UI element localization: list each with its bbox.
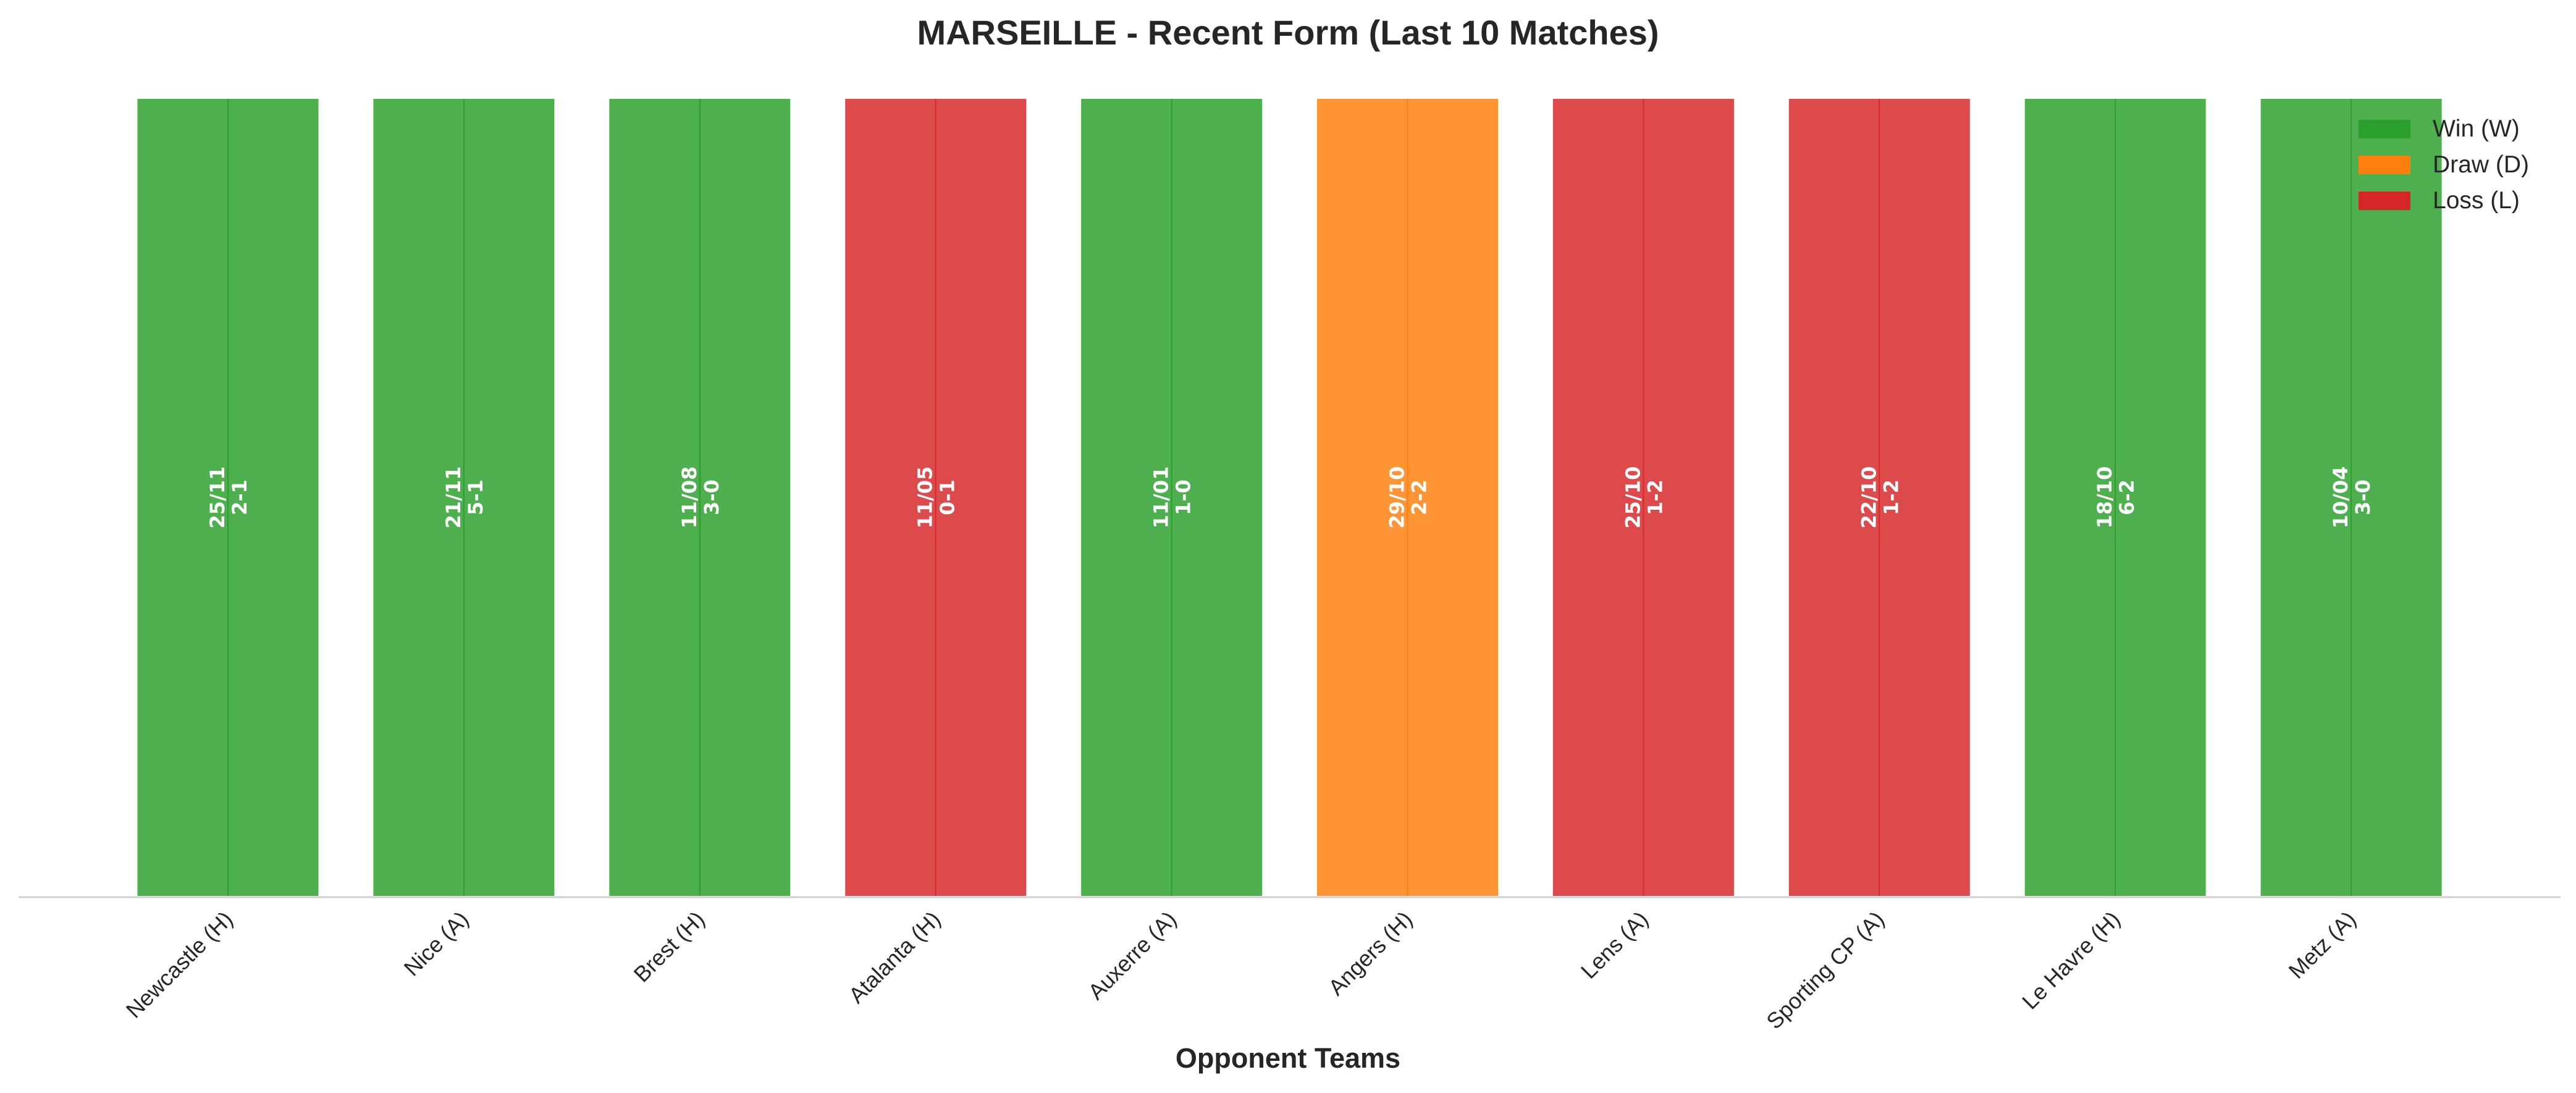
bar-label-3: 11/083-0 <box>678 466 723 529</box>
bar-score-10: 3-0 <box>2351 479 2375 515</box>
bar-score-2: 5-1 <box>464 479 487 515</box>
bar-score-6: 2-2 <box>1408 479 1431 515</box>
legend-label-w: Win (W) <box>2433 116 2520 142</box>
bar-date-7: 25/10 <box>1621 466 1644 529</box>
bar-label-6: 29/102-2 <box>1386 466 1431 529</box>
legend-label-l: Loss (L) <box>2433 187 2520 214</box>
legend: Win (W) Draw (D) Loss (L) <box>2359 116 2529 214</box>
legend-swatch-l <box>2359 192 2410 210</box>
x-tick-label-8: Sporting CP (A) <box>1761 906 1889 1034</box>
x-tick-label-7: Lens (A) <box>1576 906 1653 984</box>
bars-group: 25/112-1 21/115-1 11/083-0 11/050-1 11/011-0… <box>135 96 2444 898</box>
bar-score-8: 1-2 <box>1879 479 1903 515</box>
legend-swatch-w <box>2359 120 2410 138</box>
bar-date-10: 10/04 <box>2329 466 2352 529</box>
chart-title: MARSEILLE - Recent Form (Last 10 Matches… <box>917 13 1659 52</box>
bar-date-1: 25/11 <box>206 466 229 529</box>
bar-score-7: 1-2 <box>1643 479 1667 515</box>
bar-date-4: 11/05 <box>914 466 937 529</box>
x-tick-label-1: Newcastle (H) <box>121 906 238 1023</box>
bar-date-9: 18/10 <box>2093 466 2116 529</box>
bar-date-5: 11/01 <box>1150 466 1173 529</box>
bar-date-6: 29/10 <box>1386 466 1409 529</box>
x-tick-label-3: Brest (H) <box>629 906 710 987</box>
bar-score-9: 6-2 <box>2115 479 2139 515</box>
bar-label-4: 11/050-1 <box>914 466 959 529</box>
bar-date-3: 11/08 <box>678 466 701 529</box>
bar-score-3: 3-0 <box>700 479 723 515</box>
bar-label-8: 22/101-2 <box>1857 466 1903 529</box>
bar-score-5: 1-0 <box>1172 479 1195 515</box>
bar-label-5: 11/011-0 <box>1150 466 1195 529</box>
bar-score-1: 2-1 <box>228 479 251 515</box>
x-axis-label: Opponent Teams <box>1176 1042 1400 1074</box>
bar-label-7: 25/101-2 <box>1621 466 1667 529</box>
x-tick-label-4: Atalanta (H) <box>844 906 946 1008</box>
bar-label-10: 10/043-0 <box>2329 466 2375 529</box>
legend-label-d: Draw (D) <box>2433 151 2529 178</box>
bar-date-8: 22/10 <box>1857 466 1880 529</box>
x-tick-label-2: Nice (A) <box>399 906 474 981</box>
bar-label-2: 21/115-1 <box>442 466 487 529</box>
x-tick-label-6: Angers (H) <box>1323 906 1417 1000</box>
x-tick-labels: Newcastle (H) Nice (A) Brest (H) Atalanta (… <box>121 906 2361 1034</box>
legend-swatch-d <box>2359 156 2410 174</box>
bar-score-4: 0-1 <box>936 479 959 515</box>
bar-label-1: 25/112-1 <box>206 466 251 529</box>
bar-date-2: 21/11 <box>442 466 465 529</box>
x-tick-label-10: Metz (A) <box>2284 906 2361 984</box>
x-tick-label-9: Le Havre (H) <box>2017 906 2125 1015</box>
bar-label-9: 18/106-2 <box>2093 466 2139 529</box>
x-tick-label-5: Auxerre (A) <box>1083 906 1181 1005</box>
